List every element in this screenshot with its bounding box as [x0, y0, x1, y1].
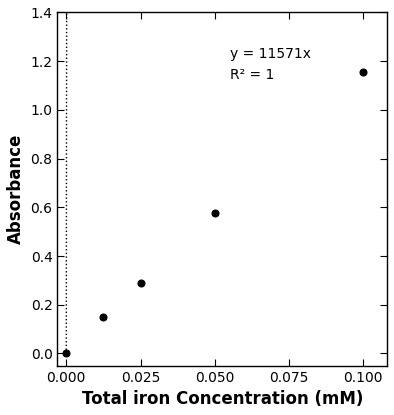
- Text: y = 11571x: y = 11571x: [230, 46, 310, 61]
- Y-axis label: Absorbance: Absorbance: [7, 134, 25, 244]
- Text: R² = 1: R² = 1: [230, 68, 274, 83]
- X-axis label: Total iron Concentration (mM): Total iron Concentration (mM): [82, 390, 363, 408]
